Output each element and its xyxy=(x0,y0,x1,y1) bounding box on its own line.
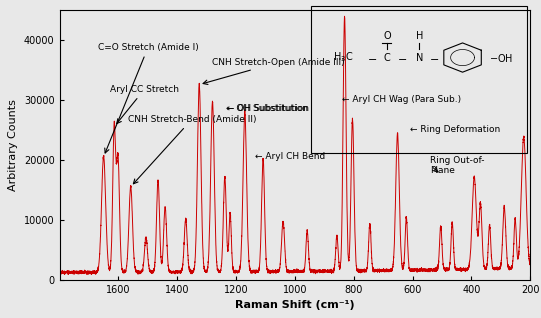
Text: $-$: $-$ xyxy=(367,52,377,63)
Y-axis label: Arbitrary Counts: Arbitrary Counts xyxy=(8,99,18,190)
Text: $-$OH: $-$OH xyxy=(489,52,513,64)
Text: CNH Stretch-Open (Amide III): CNH Stretch-Open (Amide III) xyxy=(203,58,345,85)
Text: ← Aryl CH Bend: ← Aryl CH Bend xyxy=(255,152,325,161)
Text: Ring Out-of-
Plane: Ring Out-of- Plane xyxy=(430,156,485,176)
Text: $-$: $-$ xyxy=(397,52,407,63)
Text: C=O Stretch (Amide I): C=O Stretch (Amide I) xyxy=(98,43,199,153)
Text: N: N xyxy=(415,52,423,63)
Text: $-$: $-$ xyxy=(430,52,439,63)
Text: H$_3$C: H$_3$C xyxy=(333,51,353,65)
Text: Aryl CC Stretch: Aryl CC Stretch xyxy=(110,85,179,124)
Text: O: O xyxy=(383,31,391,41)
Text: ← Aryl CH Wag (Para Sub.): ← Aryl CH Wag (Para Sub.) xyxy=(342,95,461,104)
Text: ← Ring Deformation: ← Ring Deformation xyxy=(410,125,500,134)
Text: C: C xyxy=(384,52,390,63)
X-axis label: Raman Shift (cm⁻¹): Raman Shift (cm⁻¹) xyxy=(235,300,355,310)
Text: CNH Stretch-Bend (Amide II): CNH Stretch-Bend (Amide II) xyxy=(128,115,256,184)
Text: ← OH Substitution: ← OH Substitution xyxy=(226,104,308,113)
Text: H: H xyxy=(415,31,423,41)
Text: ← OH Substitution: ← OH Substitution xyxy=(227,104,309,113)
